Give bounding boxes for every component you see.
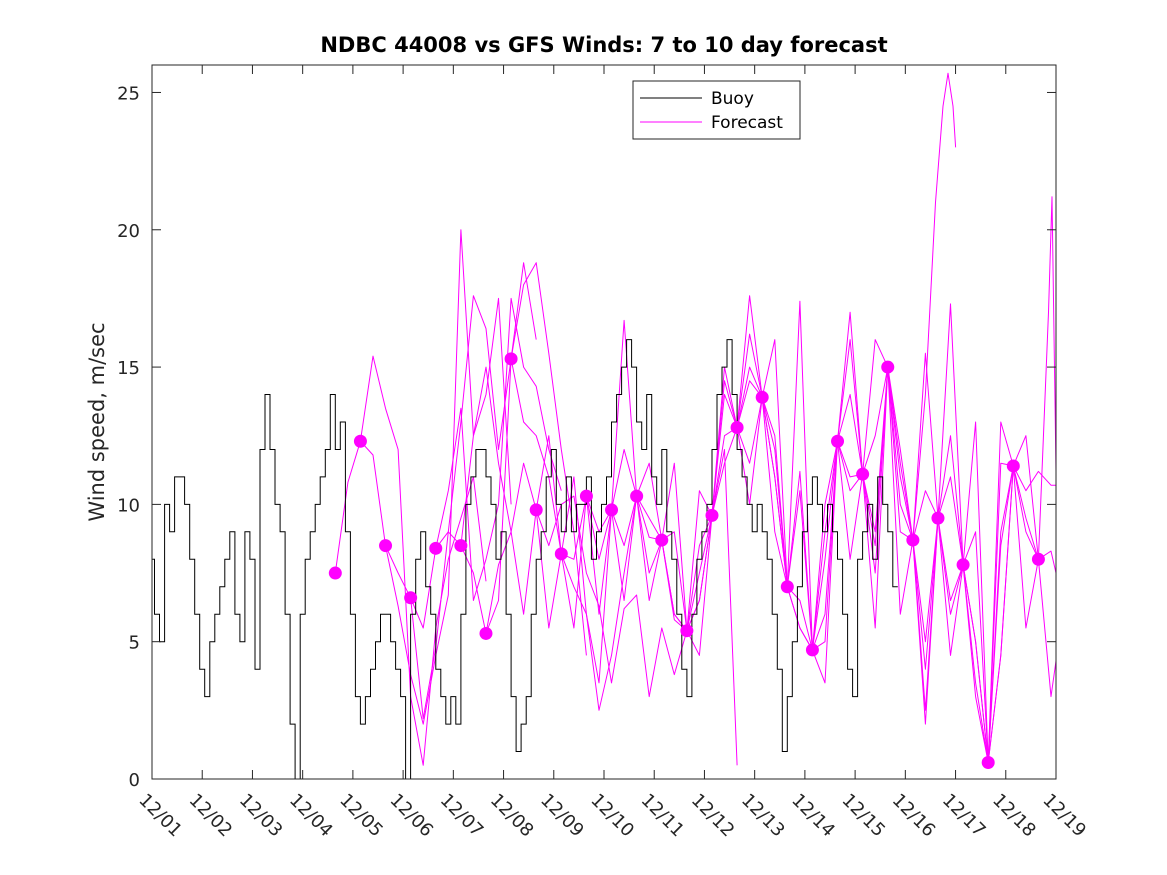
forecast-point	[1006, 459, 1020, 473]
forecast-series-line	[937, 421, 1057, 763]
forecast-point	[981, 756, 995, 770]
forecast-point	[655, 533, 669, 547]
forecast-point	[755, 390, 769, 404]
forecast-point	[705, 508, 719, 522]
buoy-series-line	[152, 339, 898, 780]
plot-area	[152, 72, 1057, 780]
forecast-points	[328, 352, 1045, 770]
forecast-point	[831, 434, 845, 448]
y-axis-ticks: 0 5 10 15 20 25	[117, 83, 1056, 791]
forecast-point	[328, 566, 342, 580]
forecast-point	[780, 580, 794, 594]
forecast-point	[630, 489, 644, 503]
forecast-point	[805, 643, 819, 657]
forecast-point	[479, 626, 493, 640]
forecast-point	[379, 539, 393, 553]
forecast-point	[504, 352, 518, 366]
forecast-series-line	[987, 196, 1057, 763]
forecast-point	[554, 547, 568, 561]
y-axis-label: Wind speed, m/sec	[85, 322, 109, 521]
forecast-point	[856, 467, 870, 481]
forecast-point	[881, 360, 895, 374]
buoy-line-group	[152, 339, 898, 780]
legend-forecast-label: Forecast	[711, 113, 783, 133]
y-tick-label: 15	[117, 358, 140, 379]
forecast-point	[956, 558, 970, 572]
forecast-point	[1031, 552, 1045, 566]
forecast-point	[605, 503, 619, 517]
y-tick-label: 5	[129, 633, 140, 654]
y-tick-label: 25	[117, 83, 140, 104]
forecast-point	[579, 489, 593, 503]
legend-buoy-label: Buoy	[711, 89, 754, 109]
forecast-point	[429, 541, 443, 555]
legend-box	[632, 80, 801, 140]
y-tick-label: 10	[117, 495, 140, 516]
forecast-point	[906, 533, 920, 547]
y-tick-label: 0	[129, 770, 140, 791]
forecast-point	[353, 434, 367, 448]
forecast-point	[404, 591, 418, 605]
chart-title: NDBC 44008 vs GFS Winds: 7 to 10 day for…	[320, 33, 887, 57]
forecast-point	[931, 511, 945, 525]
forecast-series-line	[912, 72, 957, 541]
y-tick-label: 20	[117, 221, 140, 242]
forecast-point	[680, 624, 694, 638]
forecast-point	[454, 539, 468, 553]
forecast-point	[529, 503, 543, 517]
forecast-point	[730, 420, 744, 434]
legend: Buoy Forecast	[632, 80, 801, 140]
